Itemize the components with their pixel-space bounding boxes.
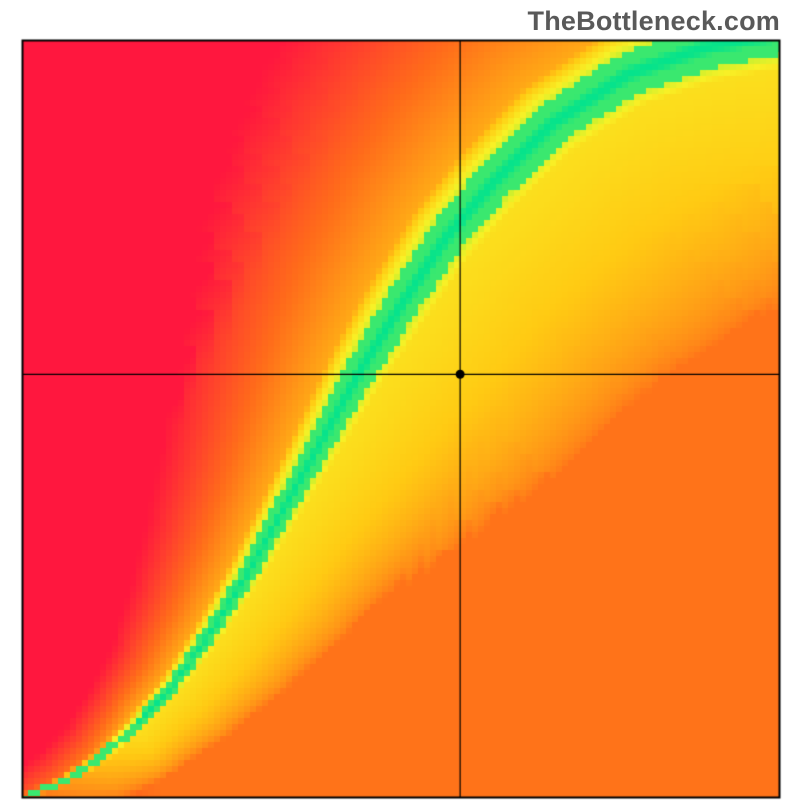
heatmap-canvas: [0, 0, 800, 800]
chart-container: TheBottleneck.com: [0, 0, 800, 800]
watermark-label: TheBottleneck.com: [528, 6, 780, 37]
